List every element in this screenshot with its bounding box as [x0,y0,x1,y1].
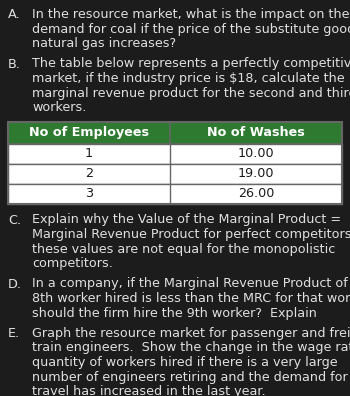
Text: In the resource market, what is the impact on the: In the resource market, what is the impa… [32,8,350,21]
Text: demand for coal if the price of the substitute good,: demand for coal if the price of the subs… [32,23,350,36]
Text: C.: C. [8,213,21,227]
Text: 10.00: 10.00 [238,147,274,160]
Text: number of engineers retiring and the demand for rail: number of engineers retiring and the dem… [32,371,350,383]
Text: Explain why the Value of the Marginal Product =: Explain why the Value of the Marginal Pr… [32,213,341,227]
Text: travel has increased in the last year.: travel has increased in the last year. [32,385,266,396]
Text: 3: 3 [85,187,93,200]
Text: these values are not equal for the monopolistic: these values are not equal for the monop… [32,242,335,255]
Text: In a company, if the Marginal Revenue Product of the: In a company, if the Marginal Revenue Pr… [32,278,350,291]
Text: 26.00: 26.00 [238,187,274,200]
Text: Marginal Revenue Product for perfect competitors but: Marginal Revenue Product for perfect com… [32,228,350,241]
Text: market, if the industry price is $18, calculate the: market, if the industry price is $18, ca… [32,72,345,85]
Text: 1: 1 [85,147,93,160]
Bar [8,122,342,143]
Text: competitors.: competitors. [32,257,113,270]
Text: natural gas increases?: natural gas increases? [32,37,176,50]
Text: No of Washes: No of Washes [207,126,305,139]
Text: should the firm hire the 9th worker?  Explain: should the firm hire the 9th worker? Exp… [32,307,317,320]
Bar [8,143,342,164]
Text: B.: B. [8,57,21,70]
Text: train engineers.  Show the change in the wage rate and: train engineers. Show the change in the … [32,341,350,354]
Text: 2: 2 [85,167,93,180]
Bar [8,164,342,183]
Text: E.: E. [8,327,20,340]
Text: quantity of workers hired if there is a very large: quantity of workers hired if there is a … [32,356,338,369]
Text: marginal revenue product for the second and third: marginal revenue product for the second … [32,86,350,99]
Text: D.: D. [8,278,22,291]
Text: 19.00: 19.00 [238,167,274,180]
Bar [8,183,342,204]
Text: workers.: workers. [32,101,86,114]
Text: No of Employees: No of Employees [29,126,149,139]
Text: 8th worker hired is less than the MRC for that worker,: 8th worker hired is less than the MRC fo… [32,292,350,305]
Text: Graph the resource market for passenger and freight: Graph the resource market for passenger … [32,327,350,340]
Text: The table below represents a perfectly competitive: The table below represents a perfectly c… [32,57,350,70]
Text: A.: A. [8,8,21,21]
